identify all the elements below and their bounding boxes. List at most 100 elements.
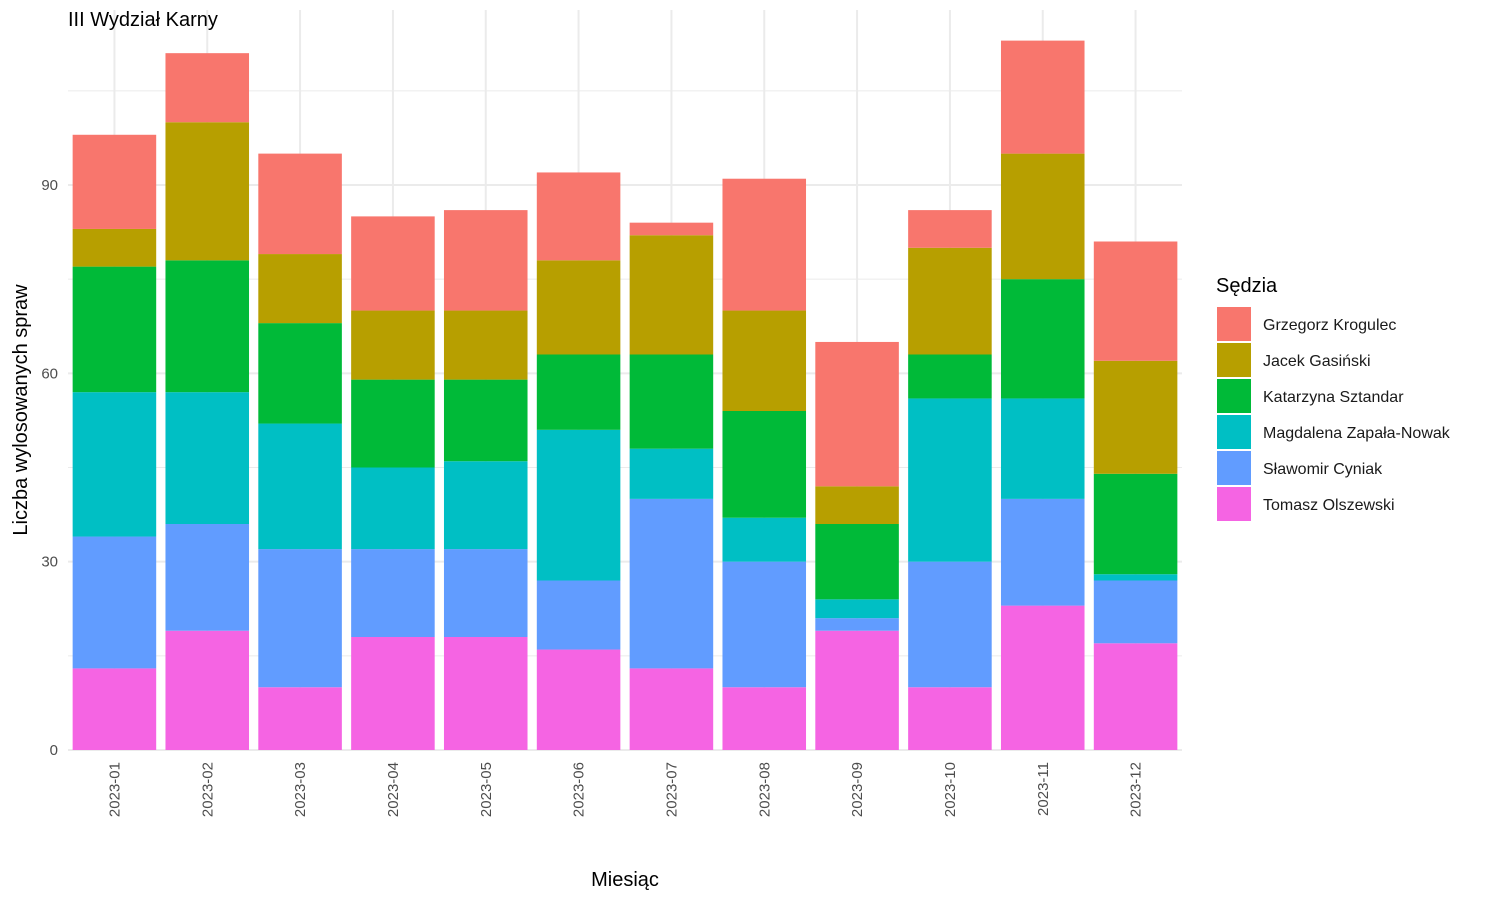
bar-segment	[908, 210, 992, 248]
bar-segment	[536, 172, 621, 261]
bar-segment	[258, 687, 342, 750]
bar-segment	[908, 247, 992, 355]
bar-segment	[165, 260, 250, 393]
x-axis-ticks: 2023-01 2023-02 2023-03 2023-04 2023-05 2023-…	[106, 762, 1144, 817]
bar-segment	[629, 498, 714, 669]
y-tick-label: 90	[41, 177, 58, 194]
bar-segment	[165, 630, 250, 750]
bar-segment	[72, 668, 157, 750]
legend-label: Grzegorz Krogulec	[1263, 317, 1396, 334]
bar-segment	[1000, 605, 1085, 750]
y-axis-ticks: 0 30 60 90	[41, 177, 58, 759]
bar-segment	[165, 392, 250, 524]
bar-segment	[1093, 360, 1178, 474]
y-tick-label: 0	[50, 742, 58, 759]
x-tick-label: 2023-02	[199, 762, 216, 817]
legend-swatch	[1217, 307, 1251, 341]
chart-title: III Wydział Karny	[68, 9, 218, 31]
bar-segment	[72, 134, 157, 229]
bar-segment	[258, 323, 342, 424]
x-tick-label: 2023-11	[1035, 762, 1052, 816]
bar-segment	[1000, 153, 1085, 280]
bar-segment	[908, 687, 992, 750]
bar-segment	[1000, 398, 1085, 499]
x-tick-label: 2023-07	[663, 762, 680, 817]
bar-segment	[815, 630, 899, 750]
bar-segment	[908, 354, 992, 399]
bar-segment	[722, 517, 807, 562]
bar-segment	[351, 379, 435, 468]
bar-segment	[722, 178, 807, 311]
legend-label: Magdalena Zapała-Nowak	[1263, 425, 1451, 442]
legend-title: Sędzia	[1216, 275, 1278, 297]
legend-label: Katarzyna Sztandar	[1263, 389, 1404, 406]
bar-segment	[1093, 473, 1178, 575]
bar-segment	[1093, 580, 1178, 644]
bar-segment	[351, 216, 435, 311]
bar-segment	[629, 354, 714, 449]
y-tick-label: 60	[41, 365, 58, 382]
legend-label: Tomasz Olszewski	[1263, 497, 1395, 514]
x-tick-label: 2023-08	[756, 762, 773, 817]
bar-segment	[72, 228, 157, 267]
bar-segment	[258, 423, 342, 550]
bar-segment	[1093, 241, 1178, 361]
bar-segment	[1093, 574, 1178, 581]
bar-segment	[722, 561, 807, 688]
bar-segment	[72, 392, 157, 537]
bar-segment	[908, 561, 992, 688]
bar-segment	[815, 618, 899, 631]
bar-segment	[815, 486, 899, 524]
bar-segment	[815, 341, 899, 487]
legend-swatch	[1217, 415, 1251, 449]
legend-label: Sławomir Cyniak	[1263, 461, 1383, 478]
x-tick-label: 2023-12	[1128, 762, 1145, 817]
bar-segment	[536, 354, 621, 430]
legend-swatch	[1217, 451, 1251, 485]
bar-segment	[443, 461, 528, 550]
bar-segment	[1000, 40, 1085, 154]
bar-segment	[722, 310, 807, 411]
y-tick-label: 30	[41, 554, 58, 571]
bar-segment	[722, 411, 807, 518]
legend-swatch	[1217, 343, 1251, 377]
bar-segment	[1000, 279, 1085, 399]
y-axis-title: Liczba wylosowanych spraw	[10, 284, 32, 536]
bar-segment	[629, 668, 714, 750]
bar-segment	[351, 467, 435, 550]
legend-label: Jacek Gasiński	[1263, 353, 1371, 370]
x-tick-label: 2023-06	[571, 762, 588, 817]
bar-segment	[165, 524, 250, 631]
bars	[72, 40, 1178, 750]
bar-segment	[629, 448, 714, 499]
bar-segment	[351, 637, 435, 750]
bar-segment	[443, 379, 528, 462]
bar-segment	[258, 254, 342, 324]
bar-segment	[165, 53, 250, 123]
bar-segment	[536, 260, 621, 355]
bar-segment	[722, 687, 807, 750]
x-tick-label: 2023-04	[385, 762, 402, 817]
bar-segment	[1000, 498, 1085, 606]
bar-segment	[536, 580, 621, 650]
bar-segment	[443, 637, 528, 750]
bar-segment	[815, 524, 899, 600]
bar-segment	[165, 122, 250, 261]
legend-swatch	[1217, 379, 1251, 413]
bar-segment	[536, 429, 621, 581]
bar-segment	[1093, 643, 1178, 750]
bar-segment	[351, 549, 435, 637]
bar-segment	[629, 222, 714, 236]
bar-segment	[443, 310, 528, 380]
bar-segment	[536, 649, 621, 750]
legend: Sędzia Grzegorz Krogulec Jacek Gasiński Ka…	[1216, 275, 1451, 521]
bar-segment	[72, 536, 157, 669]
x-tick-label: 2023-03	[292, 762, 309, 817]
x-tick-label: 2023-01	[106, 762, 123, 817]
bar-segment	[72, 266, 157, 393]
bar-segment	[908, 398, 992, 562]
x-tick-label: 2023-09	[849, 762, 866, 817]
x-tick-label: 2023-10	[942, 762, 959, 817]
